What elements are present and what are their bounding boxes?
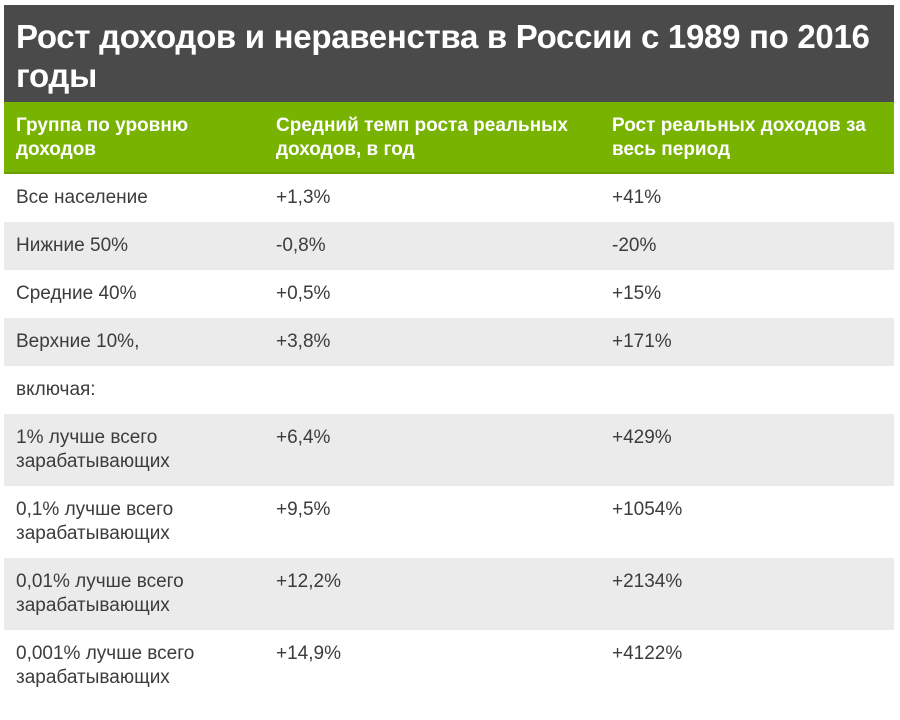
cell-group: 0,001% лучше всего зарабатывающих [16, 643, 195, 688]
cell-annual: +0,5% [276, 283, 331, 304]
cell-total: +4122% [612, 643, 683, 664]
table-row: 1% лучше всего зарабатывающих +6,4% +429… [4, 414, 894, 486]
cell-group: Верхние 10%, [16, 331, 140, 352]
table-row: 0,001% лучше всего зарабатывающих +14,9%… [4, 630, 894, 702]
cell-total: +171% [612, 331, 672, 352]
cell-group: 0,01% лучше всего зарабатывающих [16, 571, 184, 616]
table-row: включая: [4, 366, 894, 414]
cell-total: +15% [612, 283, 662, 304]
cell-annual: +9,5% [276, 499, 331, 520]
table-title: Рост доходов и неравенства в России с 19… [4, 5, 894, 102]
cell-annual: -0,8% [276, 235, 326, 256]
cell-annual [266, 378, 602, 414]
cell-annual: +3,8% [276, 331, 331, 352]
cell-group: включая: [16, 379, 96, 400]
cell-group: Средние 40% [16, 283, 137, 304]
header-total-growth: Рост реальных доходов за весь период [612, 115, 866, 160]
table-row: Средние 40% +0,5% +15% [4, 270, 894, 318]
cell-annual: +6,4% [276, 427, 331, 448]
cell-total: +41% [612, 187, 662, 208]
cell-total: +1054% [612, 499, 683, 520]
cell-group: Нижние 50% [16, 235, 129, 256]
cell-group: 1% лучше всего зарабатывающих [16, 427, 170, 472]
income-table-card: Рост доходов и неравенства в России с 19… [4, 5, 894, 702]
table-row: Нижние 50% -0,8% -20% [4, 222, 894, 270]
cell-annual: +1,3% [276, 187, 331, 208]
cell-total: +2134% [612, 571, 683, 592]
table-row: 0,01% лучше всего зарабатывающих +12,2% … [4, 558, 894, 630]
cell-group: Все население [16, 187, 148, 208]
table-row: Верхние 10%, +3,8% +171% [4, 318, 894, 366]
table-row: Все население +1,3% +41% [4, 174, 894, 222]
header-annual-growth: Средний темп роста реальных доходов, в г… [276, 115, 568, 160]
cell-total: +429% [612, 427, 672, 448]
table-row: 0,1% лучше всего зарабатывающих +9,5% +1… [4, 486, 894, 558]
cell-annual: +12,2% [276, 571, 341, 592]
header-group: Группа по уровню доходов [16, 115, 189, 160]
cell-annual: +14,9% [276, 643, 341, 664]
cell-group: 0,1% лучше всего зарабатывающих [16, 499, 174, 544]
cell-total: -20% [612, 235, 657, 256]
cell-total [602, 378, 894, 414]
table-header: Группа по уровню доходов Средний темп ро… [4, 102, 894, 174]
